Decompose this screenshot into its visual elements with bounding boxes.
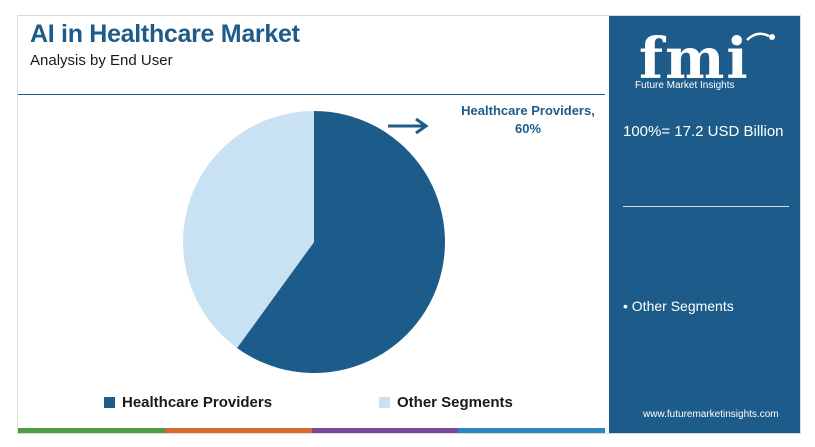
logo-text: fmi xyxy=(639,26,750,92)
stripe-blue xyxy=(458,428,605,433)
pie-chart xyxy=(183,111,445,374)
fmi-logo-icon: fmi xyxy=(639,26,775,92)
legend-swatch xyxy=(379,397,390,408)
market-total: 100%= 17.2 USD Billion xyxy=(623,123,784,140)
website-link[interactable]: www.futuremarketinsights.com xyxy=(643,409,779,420)
legend-swatch xyxy=(104,397,115,408)
slice-callout-label: Healthcare Providers, 60% xyxy=(461,103,595,136)
title-divider xyxy=(18,94,605,95)
chart-frame: AI in Healthcare Market Analysis by End … xyxy=(17,15,801,434)
logo-tagline: Future Market Insights xyxy=(635,80,735,91)
callout-arrow-icon xyxy=(388,117,429,135)
legend-label: Other Segments xyxy=(397,394,513,411)
pie-slice-healthcare-providers xyxy=(237,111,445,374)
color-stripe-bar xyxy=(18,428,605,433)
stripe-orange xyxy=(164,428,312,433)
legend-item-other-segments: Other Segments xyxy=(379,394,513,411)
stripe-purple xyxy=(311,428,459,433)
stripe-green xyxy=(18,428,165,433)
legend-item-healthcare-providers: Healthcare Providers xyxy=(104,394,272,411)
panel-note: • Other Segments xyxy=(623,298,734,314)
panel-divider xyxy=(623,206,789,207)
pie-slice-other-segments xyxy=(183,111,314,348)
legend-label: Healthcare Providers xyxy=(122,394,273,411)
chart-title: AI in Healthcare Market xyxy=(30,20,300,48)
chart-subtitle: Analysis by End User xyxy=(30,52,173,69)
side-panel: fmi Future Market Insights 100%= 17.2 US… xyxy=(609,16,800,433)
